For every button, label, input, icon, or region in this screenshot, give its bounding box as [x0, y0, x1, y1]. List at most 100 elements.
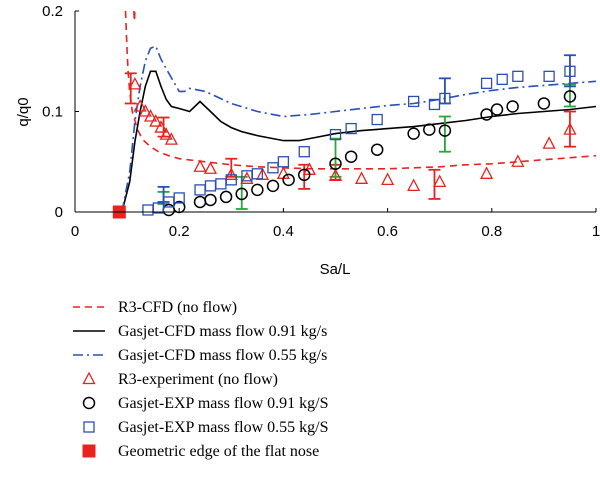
data-point [193, 159, 207, 172]
legend-marker-swatch [83, 421, 95, 433]
data-point [219, 190, 233, 204]
data-point [267, 162, 279, 174]
data-point [152, 202, 165, 214]
data-point [543, 70, 555, 82]
data-point [240, 171, 254, 184]
data-point [204, 193, 217, 207]
data-point [143, 109, 158, 122]
data-point [423, 123, 436, 136]
data-point [480, 108, 493, 121]
error-bar-11 [563, 83, 576, 108]
x-tick-label: 0.2 [169, 223, 190, 240]
series-markers-4 [128, 76, 577, 192]
data-point [203, 161, 218, 174]
x-axis-label: Sa/L [320, 261, 351, 278]
data-point [297, 168, 311, 182]
data-point [329, 128, 342, 141]
data-point [215, 178, 227, 190]
x-tick-label: 1 [592, 223, 600, 240]
data-point [282, 173, 295, 187]
data-point [251, 183, 264, 197]
legend-marker-swatch [82, 371, 96, 385]
data-point [162, 203, 176, 217]
error-bar-6 [563, 110, 576, 148]
data-point [266, 179, 280, 193]
data-point [371, 113, 383, 126]
data-point [438, 124, 452, 137]
data-point [496, 73, 508, 85]
legend-item: Gasjet-CFD mass flow 0.91 kg/s [73, 323, 327, 340]
legend-item: R3-experiment (no flow) [82, 371, 278, 388]
series-line-2 [121, 70, 596, 212]
legend-label: Gasjet-CFD mass flow 0.55 kg/s [118, 347, 327, 364]
data-point [433, 174, 447, 188]
legend-label: Gasjet-EXP mass flow 0.91 kg/S [118, 395, 329, 412]
data-point [193, 195, 207, 209]
x-tick-label: 0.8 [481, 223, 502, 240]
data-point [154, 120, 168, 133]
data-point [224, 167, 238, 180]
data-point [512, 70, 524, 82]
data-point [328, 168, 343, 181]
data-point [133, 99, 147, 112]
data-point [480, 77, 493, 90]
data-point [164, 132, 178, 145]
error-bar-10 [438, 115, 451, 153]
data-point [381, 172, 395, 185]
legend-item: Gasjet-EXP mass flow 0.91 kg/S [82, 395, 329, 412]
legend-label: Gasjet-CFD mass flow 0.91 kg/s [118, 323, 327, 340]
data-point [563, 90, 577, 103]
data-point [542, 136, 556, 149]
data-point [298, 146, 310, 158]
data-point [563, 122, 577, 135]
data-point [329, 157, 342, 171]
x-tick-label: 0.4 [273, 223, 294, 240]
legend-item: R3-CFD (no flow) [73, 299, 237, 316]
series-line-1 [133, 10, 136, 22]
legend-item: Geometric edge of the flat nose [82, 443, 319, 460]
data-point [251, 168, 264, 180]
y-tick-label: 0.2 [42, 3, 63, 20]
y-tick-label: 0 [55, 204, 63, 221]
data-point [439, 92, 451, 105]
data-point [142, 204, 154, 216]
legend-label: Gasjet-EXP mass flow 0.55 kg/S [118, 419, 329, 436]
plot-area [112, 10, 596, 219]
data-point [480, 166, 494, 179]
data-point [344, 150, 358, 163]
legend-marker-swatch [82, 444, 96, 458]
error-bar-5 [428, 168, 441, 200]
error-bar-13 [438, 77, 451, 105]
legend-item: Gasjet-CFD mass flow 0.55 kg/s [73, 347, 327, 364]
data-point [225, 174, 237, 186]
data-point [506, 100, 519, 113]
data-point [511, 154, 525, 167]
data-point [128, 76, 142, 90]
series-lines [121, 10, 596, 212]
x-tick-label: 0.6 [377, 223, 398, 240]
data-point [173, 192, 185, 204]
legend: R3-CFD (no flow) Gasjet-CFD mass flow 0.9… [73, 299, 329, 460]
data-point [204, 180, 217, 192]
x-tick-label: 0 [71, 223, 79, 240]
data-point [537, 97, 551, 110]
series-markers-5 [162, 90, 577, 217]
data-point [277, 156, 290, 168]
legend-label: R3-experiment (no flow) [118, 371, 278, 388]
data-point [345, 122, 357, 135]
data-point [138, 104, 152, 117]
data-point [235, 187, 248, 201]
data-point [354, 171, 369, 184]
y-tick-label: 0.1 [42, 104, 63, 121]
legend-label: R3-CFD (no flow) [118, 299, 237, 316]
data-point [428, 98, 441, 111]
data-point [407, 95, 420, 108]
y-axis-label: q/q0 [15, 97, 32, 126]
data-point [370, 143, 384, 156]
data-point [490, 103, 504, 116]
data-point [407, 178, 421, 192]
series-line-3 [121, 45, 596, 212]
data-point [564, 65, 576, 77]
axes: 0 0.2 0.4 0.6 0.8 1 0 0.1 0.2 [42, 3, 600, 240]
